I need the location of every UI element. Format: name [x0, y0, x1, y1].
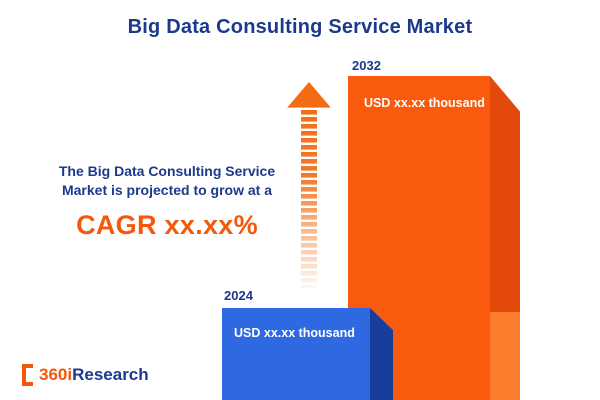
bar-2024-year-label: 2024 [224, 288, 253, 303]
bar-2024-side-face [370, 308, 393, 400]
cagr-value: CAGR xx.xx% [76, 210, 258, 240]
logo-bracket-icon [22, 364, 33, 386]
brand-logo: 360iResearch [20, 364, 149, 386]
bar-2032-value-label: USD xx.xx thousand [364, 96, 485, 110]
bar-2032-side-face-lower [490, 312, 520, 400]
bar-2024 [222, 308, 370, 400]
logo-prefix: 360i [39, 365, 73, 384]
growth-arrow-icon [286, 82, 332, 288]
bar-2032-year-label: 2032 [352, 58, 381, 73]
logo-suffix: Research [72, 365, 149, 384]
page-title: Big Data Consulting Service Market [127, 16, 473, 38]
promo-line-2: Market is projected to grow at a [61, 182, 273, 198]
bar-2024-value-label: USD xx.xx thousand [234, 326, 355, 340]
promo-line-1: The Big Data Consulting Service [58, 163, 276, 179]
logo-wordmark: 360iResearch [39, 365, 149, 385]
promo-text-block: The Big Data Consulting Service Market i… [42, 162, 292, 241]
